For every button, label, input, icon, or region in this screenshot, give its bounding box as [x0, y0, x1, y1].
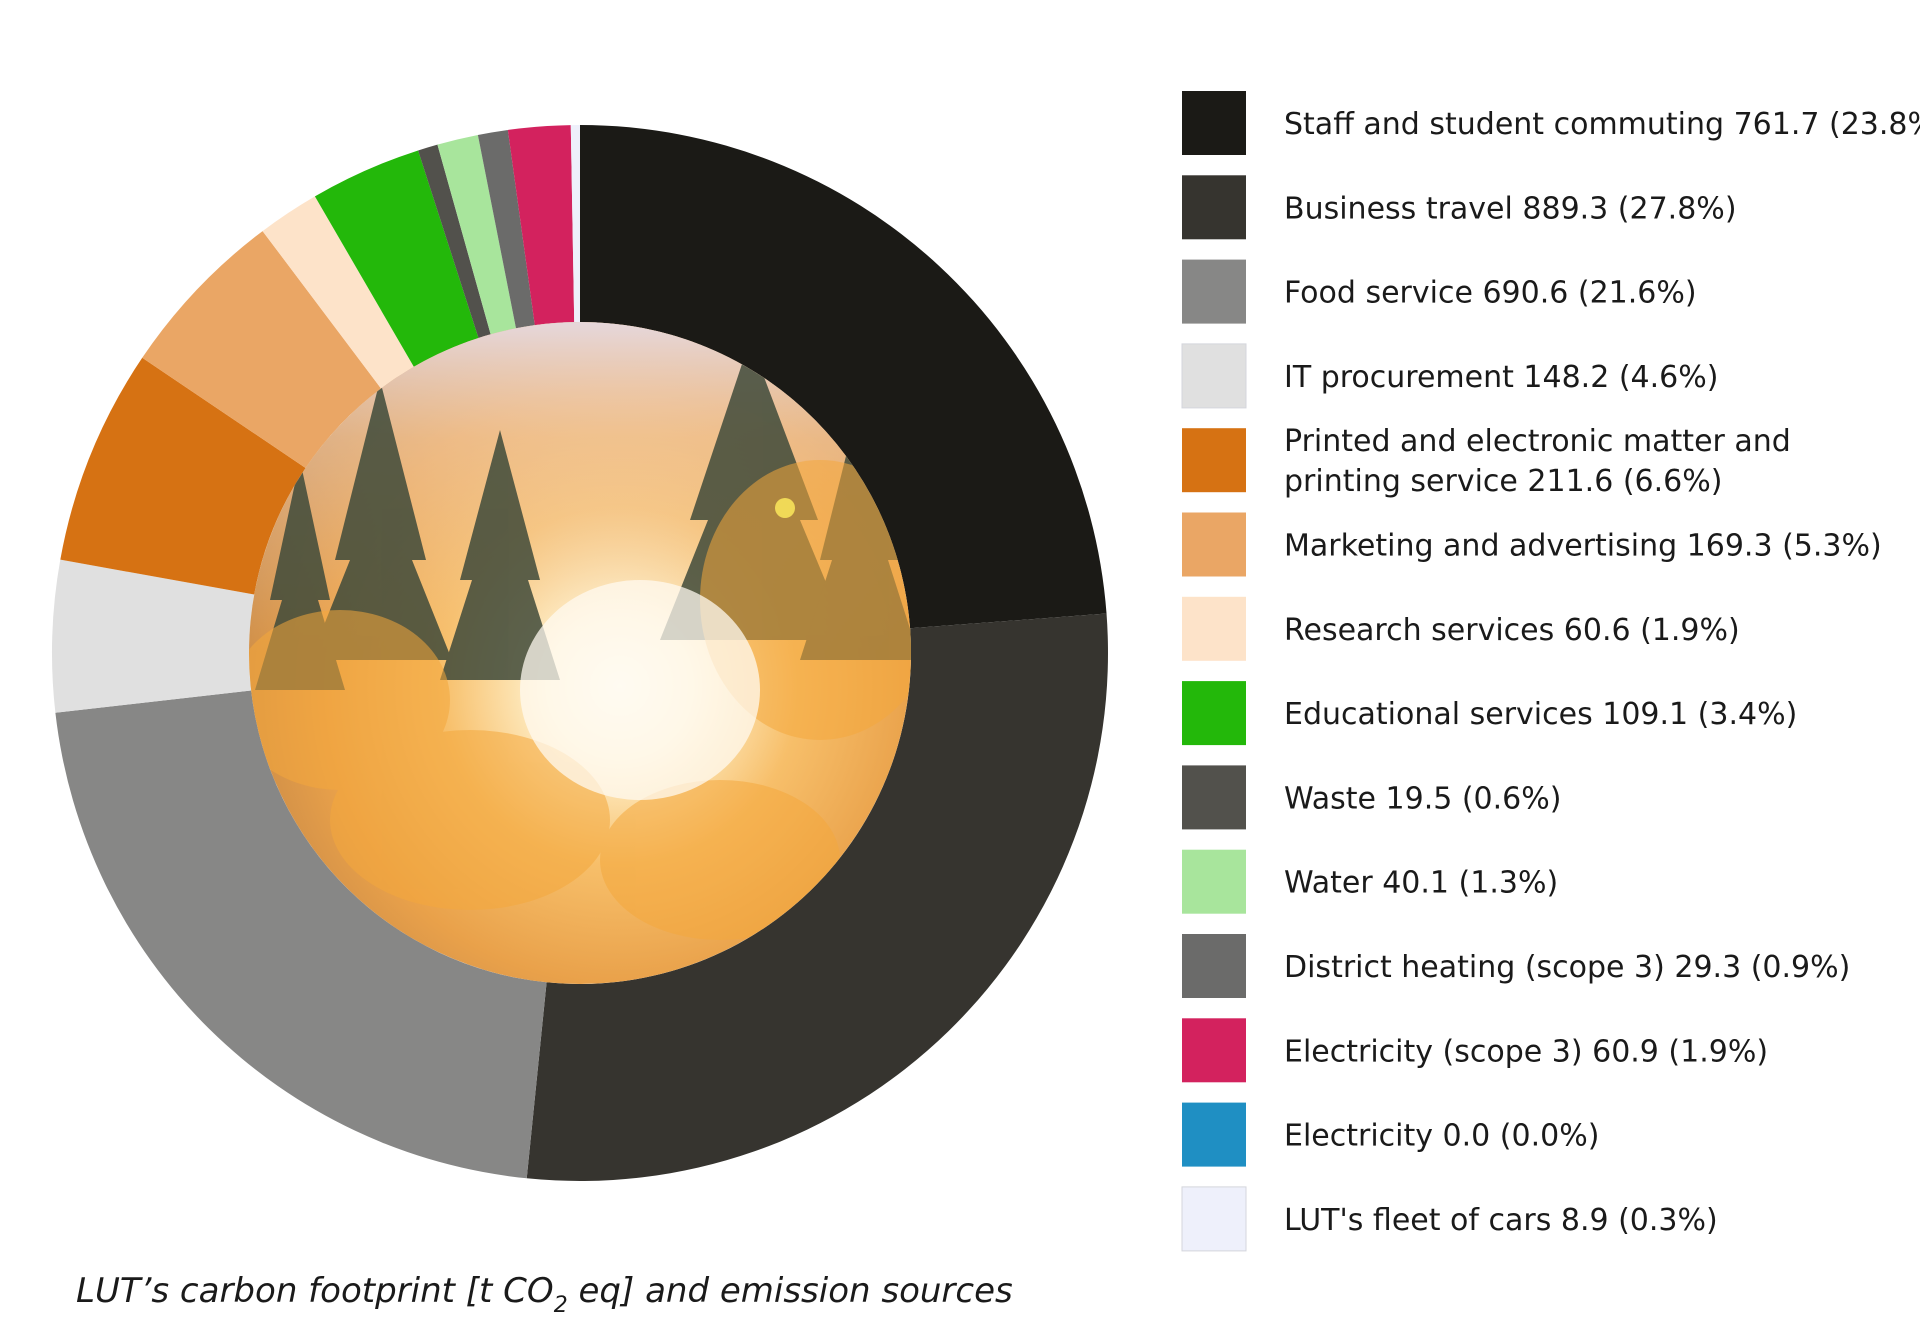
legend-swatch-12 — [1182, 1102, 1246, 1167]
donut-slice-3 — [52, 559, 255, 713]
chart-title-rest: eq] and emission sources — [568, 1271, 1013, 1311]
legend-label-7: Educational services 109.1 (3.4%) — [1284, 697, 1797, 732]
legend-swatch-3 — [1181, 343, 1247, 409]
legend-label-12: Electricity 0.0 (0.0%) — [1284, 1119, 1599, 1154]
legend-label-line: Waste 19.5 (0.6%) — [1284, 781, 1561, 816]
donut-slice-4 — [60, 357, 306, 595]
legend-swatch-11 — [1182, 1018, 1246, 1083]
donut-slice-5 — [142, 231, 382, 468]
donut-slice-7 — [314, 150, 479, 367]
donut-slice-6 — [262, 196, 414, 389]
legend-label-0: Staff and student commuting 761.7 (23.8%… — [1284, 107, 1920, 142]
legend-label-line: Food service 690.6 (21.6%) — [1284, 276, 1697, 311]
legend-label-line: printing service 211.6 (6.6%) — [1284, 464, 1722, 499]
legend-label-line: Educational services 109.1 (3.4%) — [1284, 697, 1797, 732]
legend-swatch-2 — [1182, 259, 1246, 324]
legend-label-line: LUT's fleet of cars 8.9 (0.3%) — [1284, 1203, 1718, 1238]
legend-label-line: Water 40.1 (1.3%) — [1284, 866, 1558, 901]
legend-swatch-0 — [1182, 91, 1246, 155]
donut-slice-0 — [580, 125, 1107, 629]
legend-label-9: Water 40.1 (1.3%) — [1284, 866, 1558, 901]
donut-slice-11 — [507, 125, 575, 326]
chart-title-subscript: 2 — [554, 1293, 568, 1318]
donut-slice-10 — [477, 129, 535, 329]
legend-label-11: Electricity (scope 3) 60.9 (1.9%) — [1284, 1034, 1768, 1069]
donut-slice-2 — [55, 690, 547, 1179]
donut-slice-8 — [418, 144, 491, 338]
donut-slice-1 — [526, 613, 1108, 1181]
legend-label-4: Printed and electronic matter and printin… — [1284, 424, 1791, 499]
legend-swatch-1 — [1182, 175, 1246, 240]
legend-swatch-9 — [1182, 849, 1246, 914]
legend-label-2: Food service 690.6 (21.6%) — [1284, 276, 1697, 311]
legend: Staff and student commuting 761.7 (23.8%… — [1181, 91, 1920, 1252]
legend-label-line: Electricity (scope 3) 60.9 (1.9%) — [1284, 1034, 1768, 1069]
legend-swatch-5 — [1182, 512, 1246, 577]
chart-title-main: LUT’s carbon footprint [t CO — [76, 1271, 554, 1311]
legend-swatch-13 — [1181, 1186, 1247, 1252]
legend-label-line: Printed and electronic matter and — [1284, 424, 1791, 459]
legend-label-1: Business travel 889.3 (27.8%) — [1284, 191, 1737, 226]
legend-label-3: IT procurement 148.2 (4.6%) — [1284, 360, 1718, 395]
legend-label-5: Marketing and advertising 169.3 (5.3%) — [1284, 529, 1882, 564]
legend-swatch-10 — [1182, 934, 1246, 998]
legend-label-line: Research services 60.6 (1.9%) — [1284, 613, 1740, 648]
legend-label-line: Staff and student commuting 761.7 (23.8%… — [1284, 107, 1920, 142]
donut-slices — [52, 125, 1108, 1181]
donut-slice-13 — [570, 125, 580, 323]
legend-swatch-7 — [1182, 681, 1246, 746]
legend-label-13: LUT's fleet of cars 8.9 (0.3%) — [1284, 1203, 1718, 1238]
legend-swatch-4 — [1182, 428, 1246, 493]
legend-swatch-8 — [1182, 765, 1246, 830]
legend-label-8: Waste 19.5 (0.6%) — [1284, 781, 1561, 816]
legend-label-10: District heating (scope 3) 29.3 (0.9%) — [1284, 950, 1850, 985]
legend-label-line: IT procurement 148.2 (4.6%) — [1284, 360, 1718, 395]
legend-label-6: Research services 60.6 (1.9%) — [1284, 613, 1740, 648]
legend-label-line: Marketing and advertising 169.3 (5.3%) — [1284, 529, 1882, 564]
chart-title: LUT’s carbon footprint [t CO2 eq] and em… — [76, 1271, 1013, 1318]
legend-label-line: District heating (scope 3) 29.3 (0.9%) — [1284, 950, 1850, 985]
legend-label-line: Business travel 889.3 (27.8%) — [1284, 191, 1737, 226]
forest-sunlight-photo — [249, 322, 911, 984]
legend-label-line: Electricity 0.0 (0.0%) — [1284, 1119, 1599, 1154]
legend-swatch-6 — [1182, 596, 1246, 661]
donut-slice-9 — [437, 134, 516, 335]
